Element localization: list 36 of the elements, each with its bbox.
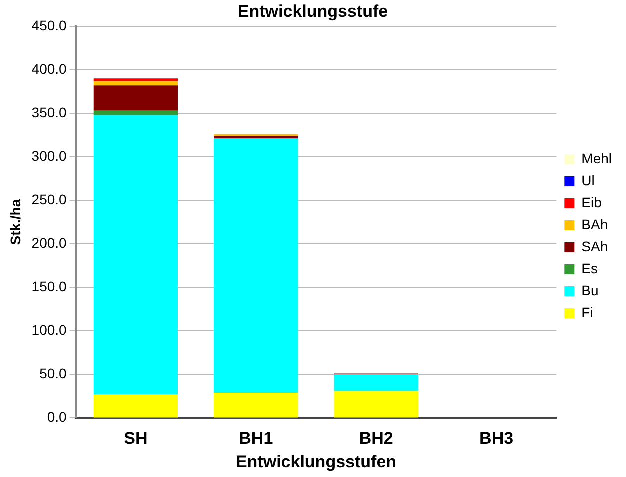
bar (214, 392, 298, 418)
bar (214, 136, 298, 139)
y-tick-label: 150.0 (32, 278, 68, 294)
x-tick-label: BH1 (239, 429, 274, 448)
legend-label: Es (582, 260, 598, 276)
x-tick-label: BH2 (359, 429, 394, 448)
bar (94, 78, 178, 82)
y-tick-label: 300.0 (32, 148, 68, 164)
y-tick-label: 250.0 (32, 191, 68, 208)
legend-label: Bu (582, 282, 599, 298)
bar (334, 391, 418, 418)
bar (94, 394, 178, 418)
legend-label: BAh (582, 216, 608, 232)
y-tick-label: 200.0 (32, 234, 68, 251)
legend-label: Fi (582, 304, 594, 320)
bar (214, 138, 298, 393)
x-tick-label: BH3 (480, 429, 514, 448)
bar (94, 81, 178, 86)
y-tick-label: 50.0 (40, 366, 68, 382)
x-axis-title: Entwicklungsstufen (236, 452, 397, 472)
bar (94, 110, 178, 116)
legend-label: Eib (582, 194, 602, 210)
y-tick-label: 350.0 (32, 104, 68, 120)
legend-label: Ul (582, 172, 595, 188)
bar (334, 374, 418, 392)
y-tick-label: 0.0 (47, 409, 68, 426)
x-tick-label: SH (124, 429, 148, 448)
y-tick-label: 450.0 (32, 17, 68, 34)
legend-label: SAh (582, 238, 608, 254)
bar (94, 86, 178, 111)
y-tick-label: 400.0 (32, 60, 68, 77)
chart-title: Entwicklungsstufe (238, 2, 388, 21)
legend-label: Mehl (582, 150, 612, 166)
y-axis-title: Stk./ha (7, 199, 24, 246)
y-tick-label: 100.0 (32, 322, 68, 338)
bar (94, 115, 178, 395)
